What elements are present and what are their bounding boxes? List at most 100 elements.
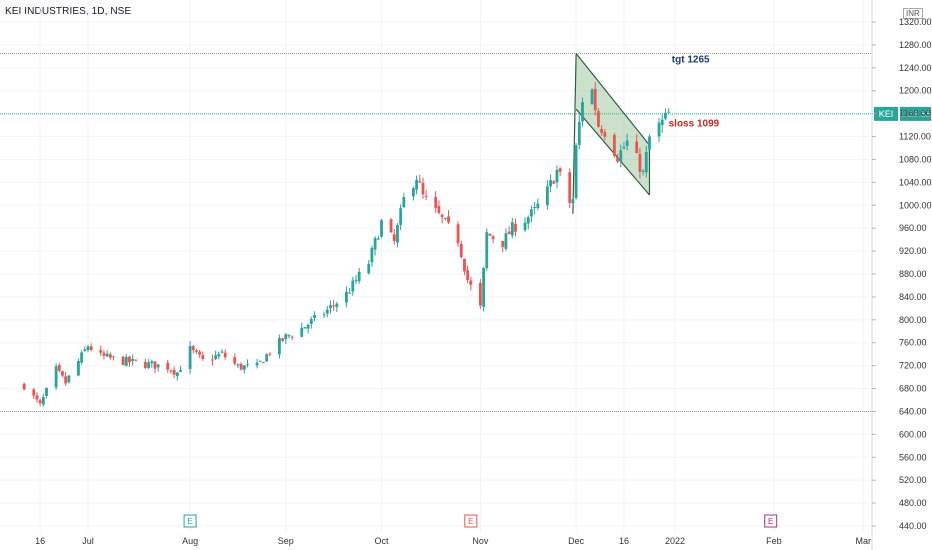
candle-body <box>303 327 307 329</box>
candle-body <box>86 346 90 351</box>
candle-body <box>134 359 138 361</box>
candle-body <box>99 350 103 353</box>
time-tick-label: Aug <box>182 536 198 546</box>
target-annotation: tgt 1265 <box>672 55 710 66</box>
channel-drawing[interactable] <box>572 53 651 214</box>
candle-body <box>41 396 45 405</box>
candle-body <box>396 225 399 243</box>
event-marker[interactable]: E <box>464 514 478 528</box>
candle-body <box>278 337 281 355</box>
candle-body <box>478 282 482 306</box>
candle-body <box>332 305 336 307</box>
price-tick-label: 800.00 <box>899 315 927 325</box>
candle-body <box>373 238 377 250</box>
candle-body <box>533 207 537 209</box>
candle-body <box>89 346 93 350</box>
candle-body <box>664 112 667 119</box>
candle-body <box>635 141 639 154</box>
price-axis[interactable]: 440.00 480.00 520.00 560.00 600.00 640.00 680.… <box>871 0 932 550</box>
last-price-label: 1159.55 <box>899 109 931 119</box>
price-tick-label: 1320.00 <box>899 17 932 27</box>
candle-body <box>424 196 428 198</box>
price-tick-label: 880.00 <box>899 269 927 279</box>
candle-body <box>412 188 415 197</box>
price-tick-label: 1080.00 <box>899 154 932 164</box>
candle-body <box>223 352 227 358</box>
candle-body <box>300 327 304 337</box>
time-tick-label: 16 <box>619 536 629 546</box>
candle-body <box>131 358 135 362</box>
time-axis[interactable]: 16 Jul Aug Sep Oct Nov Dec 16 2022 Feb Mar <box>0 536 932 546</box>
symbol-tag <box>874 106 898 121</box>
candle-body <box>38 400 42 404</box>
candle-body <box>619 150 623 162</box>
event-marker-box <box>764 514 778 528</box>
candle-body <box>638 154 642 172</box>
candle-body <box>440 214 444 217</box>
time-tick-label: Oct <box>374 536 389 546</box>
candle-body <box>657 122 661 137</box>
chart-title: KEI INDUSTRIES, 1D, NSE <box>5 6 132 17</box>
candles <box>22 81 671 407</box>
candle-body <box>172 369 176 375</box>
candle-body <box>536 203 540 208</box>
candle-body <box>348 292 351 294</box>
stop-loss-annotation: sloss 1099 <box>669 119 720 130</box>
candle-body <box>153 361 157 369</box>
candle-body <box>201 355 205 359</box>
event-marker[interactable]: E <box>764 514 778 528</box>
candle-body <box>590 89 594 104</box>
channel-upper-line <box>575 53 650 146</box>
candle-body <box>402 196 406 208</box>
candle-body <box>22 383 26 390</box>
candle-body <box>268 353 272 355</box>
candle-body <box>351 280 355 292</box>
time-tick-label: 16 <box>35 536 45 546</box>
price-tick-label: 1000.00 <box>899 200 932 210</box>
candle-body <box>322 314 326 316</box>
candle-body <box>571 199 575 204</box>
price-tick-label: 1040.00 <box>899 177 932 187</box>
candle-body <box>581 102 584 122</box>
candle-body <box>32 389 36 396</box>
event-marker-box <box>464 514 478 528</box>
candle-body <box>443 218 447 220</box>
candle-body <box>175 372 179 377</box>
candle-body <box>485 232 489 269</box>
candle-body <box>667 111 671 113</box>
candle-body <box>290 336 294 338</box>
candle-body <box>233 357 237 364</box>
candle-body <box>600 129 604 133</box>
flagpole-line <box>572 53 577 214</box>
annotations: tgt 1265 sloss 1099 <box>669 55 720 130</box>
candle-body <box>469 280 473 285</box>
candle-body <box>35 395 39 400</box>
candle-body <box>418 181 422 183</box>
price-tick-label: 600.00 <box>899 429 927 439</box>
time-tick-label: 2022 <box>665 536 685 546</box>
candle-body <box>77 360 80 376</box>
candle-body <box>456 224 460 244</box>
candle-body <box>625 140 629 146</box>
candle-body <box>64 376 68 384</box>
candle-body <box>399 208 403 225</box>
event-marker-label: E <box>768 517 773 526</box>
candle-body <box>169 370 173 372</box>
candle-body <box>112 356 115 358</box>
price-tick-label: 920.00 <box>899 246 927 256</box>
candle-body <box>482 267 485 307</box>
currency-label: INR <box>903 8 923 19</box>
candle-body <box>568 172 572 203</box>
candle-body <box>188 345 192 369</box>
time-tick-label: Dec <box>568 536 585 546</box>
candle-body <box>313 314 316 318</box>
candle-body <box>306 324 310 329</box>
candle-body <box>357 271 361 282</box>
event-marker-label: E <box>187 517 192 526</box>
candle-body <box>523 222 527 231</box>
event-marker[interactable]: E <box>183 514 197 528</box>
price-tick-label: 760.00 <box>899 338 927 348</box>
candle-body <box>641 170 645 172</box>
